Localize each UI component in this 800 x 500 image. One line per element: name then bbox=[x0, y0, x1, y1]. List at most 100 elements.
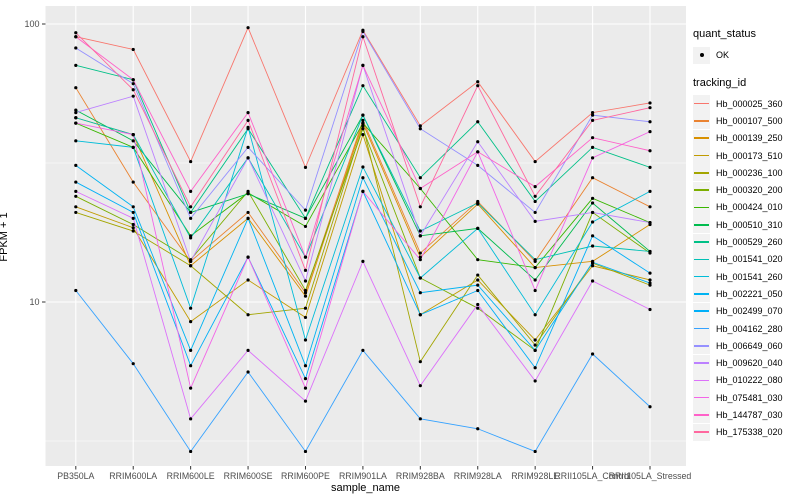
data-point bbox=[533, 379, 537, 383]
data-point bbox=[590, 111, 595, 115]
data-point bbox=[246, 145, 250, 149]
svg-text:RRIM928LA: RRIM928LA bbox=[454, 471, 502, 481]
data-point bbox=[590, 352, 595, 356]
legend-entry: Hb_000529_260 bbox=[693, 233, 799, 251]
data-point bbox=[476, 150, 480, 154]
data-point bbox=[303, 306, 308, 310]
data-point bbox=[74, 86, 78, 90]
legend-entry: Hb_002221_050 bbox=[693, 285, 799, 303]
legend-tracking-entries: Hb_000025_360 Hb_000107_500 Hb_000139_250 H… bbox=[693, 95, 799, 441]
data-point bbox=[303, 291, 308, 295]
data-point bbox=[476, 201, 480, 205]
data-point bbox=[418, 176, 422, 180]
legend-entry: Hb_000025_360 bbox=[693, 95, 799, 113]
data-point bbox=[361, 121, 365, 125]
y-axis-title: FPKM + 1 bbox=[0, 212, 10, 262]
data-point bbox=[361, 29, 365, 34]
data-point bbox=[361, 189, 365, 193]
legend-key-line-icon bbox=[693, 198, 710, 216]
svg-text:RRIM928LE: RRIM928LE bbox=[511, 471, 559, 481]
data-point bbox=[74, 63, 78, 67]
data-point bbox=[74, 31, 78, 35]
data-point bbox=[418, 384, 422, 388]
data-point bbox=[648, 278, 652, 282]
legend-entry-label: Hb_000320_200 bbox=[716, 185, 783, 196]
legend-entry-ok-label: OK bbox=[716, 50, 730, 60]
data-point bbox=[361, 118, 365, 123]
data-point bbox=[648, 281, 652, 285]
legend-entry-label: Hb_004162_280 bbox=[716, 323, 783, 334]
data-point bbox=[189, 259, 193, 263]
data-point bbox=[303, 165, 308, 169]
data-point bbox=[648, 249, 652, 254]
legend-key-line-icon bbox=[693, 354, 710, 372]
data-point bbox=[418, 276, 422, 280]
legend-key-line-icon bbox=[693, 250, 710, 268]
data-point bbox=[189, 449, 193, 454]
data-point bbox=[533, 258, 537, 262]
point-marker-icon bbox=[693, 46, 710, 64]
legend-key-line-icon bbox=[693, 389, 710, 407]
data-point bbox=[131, 229, 135, 233]
legend-entry: Hb_144787_030 bbox=[693, 406, 799, 424]
svg-text:RRIM600LE: RRIM600LE bbox=[167, 471, 215, 481]
data-point bbox=[476, 302, 480, 307]
data-point bbox=[590, 156, 595, 160]
legend-key-line-icon bbox=[693, 406, 710, 424]
data-point bbox=[648, 307, 652, 312]
legend-entry: Hb_001541_020 bbox=[693, 250, 799, 268]
legend-title-tracking-id: tracking_id bbox=[693, 77, 747, 89]
data-point bbox=[476, 84, 480, 88]
legend-key-line-icon bbox=[693, 371, 710, 389]
data-point bbox=[189, 216, 193, 220]
data-point bbox=[590, 201, 595, 205]
legend-entry: Hb_000236_100 bbox=[693, 164, 799, 182]
data-point bbox=[648, 189, 652, 193]
data-point bbox=[533, 210, 537, 215]
data-point bbox=[246, 216, 250, 220]
svg-text:100: 100 bbox=[24, 19, 39, 29]
data-point bbox=[74, 116, 78, 120]
data-point bbox=[361, 35, 365, 39]
data-point bbox=[533, 449, 537, 454]
data-point bbox=[476, 140, 480, 144]
data-point bbox=[533, 278, 537, 282]
legend-entry-label: Hb_010222_080 bbox=[716, 375, 783, 386]
x-axis-title: sample_name bbox=[330, 482, 401, 494]
legend-entry: Hb_010222_080 bbox=[693, 371, 799, 389]
data-point bbox=[303, 268, 308, 272]
data-point bbox=[74, 205, 78, 209]
data-point bbox=[476, 120, 480, 124]
data-point bbox=[74, 139, 78, 143]
legend-entry-label: Hb_000424_010 bbox=[716, 202, 783, 213]
legend-entry-label: Hb_144787_030 bbox=[716, 409, 783, 420]
data-point bbox=[303, 288, 308, 293]
data-point bbox=[131, 222, 135, 227]
data-point bbox=[189, 306, 193, 310]
data-point bbox=[648, 205, 652, 209]
data-point bbox=[590, 234, 595, 238]
data-point bbox=[361, 176, 365, 180]
legend-key-line-icon bbox=[693, 112, 710, 130]
legend-key-line-icon bbox=[693, 337, 710, 355]
legend-entry-ok: OK bbox=[693, 46, 799, 64]
svg-text:RRIM901LA: RRIM901LA bbox=[339, 471, 387, 481]
legend-entry-label: Hb_001541_020 bbox=[716, 254, 783, 265]
legend-entry-label: Hb_000139_250 bbox=[716, 133, 783, 144]
data-point bbox=[303, 364, 308, 368]
data-point bbox=[533, 343, 537, 347]
data-point bbox=[533, 199, 537, 204]
data-point bbox=[648, 149, 652, 153]
data-point bbox=[476, 226, 480, 230]
data-point bbox=[418, 186, 422, 191]
legend-key-line-icon bbox=[693, 268, 710, 286]
data-point bbox=[131, 133, 135, 137]
data-point bbox=[533, 288, 537, 293]
data-point bbox=[246, 118, 250, 123]
data-point bbox=[303, 294, 308, 298]
legend-entry: Hb_000424_010 bbox=[693, 198, 799, 216]
data-point bbox=[476, 288, 480, 293]
data-point bbox=[303, 216, 308, 220]
data-point bbox=[533, 348, 537, 352]
data-point bbox=[590, 136, 595, 140]
